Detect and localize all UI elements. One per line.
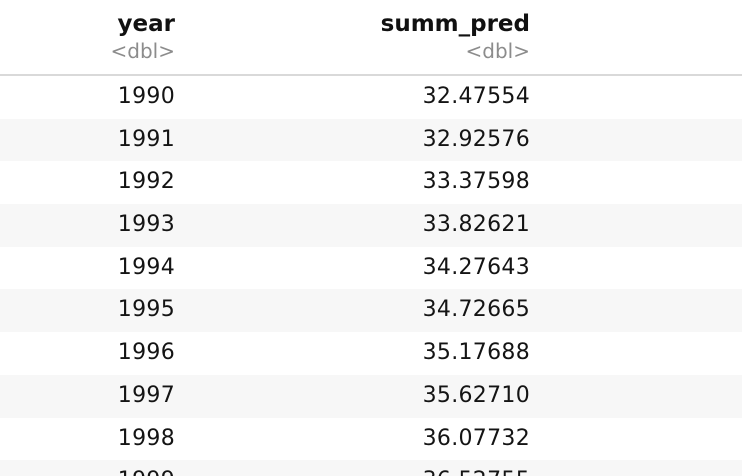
- cell-year: 1993: [117, 212, 175, 238]
- cell-year: 1996: [117, 340, 175, 366]
- table-row: 1990 32.47554: [0, 76, 742, 119]
- table-row: 1998 36.07732: [0, 418, 742, 461]
- table-row: 1995 34.72665: [0, 289, 742, 333]
- cell-summ-pred: 34.72665: [422, 297, 530, 323]
- cell-summ-pred: 32.47554: [422, 84, 530, 109]
- cell-year: 1997: [117, 382, 175, 408]
- column-header-summ-pred[interactable]: summ_pred: [380, 11, 530, 37]
- cell-year: 1999: [118, 460, 175, 476]
- cell-summ-pred: 36.07732: [422, 425, 530, 451]
- table-row: 1991 32.92576: [0, 118, 742, 162]
- cell-year: 1992: [117, 169, 175, 195]
- cell-summ-pred: 33.82621: [422, 212, 530, 238]
- cell-year: 1994: [117, 254, 175, 280]
- table-row: 1993 33.82621: [0, 204, 742, 247]
- table-row: 1994 34.27643: [0, 247, 742, 290]
- column-type-year: <dbl>: [110, 39, 175, 63]
- table-row: 1999 36.52755: [0, 460, 742, 476]
- cell-year: 1990: [117, 84, 175, 109]
- cell-summ-pred: 33.37598: [422, 169, 530, 195]
- table-row: 1996 35.17688: [0, 332, 742, 375]
- cell-summ-pred: 35.62710: [422, 382, 530, 408]
- table-row: 1992 33.37598: [0, 161, 742, 204]
- table-body: 1990 32.47554 1991 32.92576 1992 33.3759…: [0, 76, 742, 476]
- table-header: year <dbl> summ_pred <dbl>: [0, 0, 742, 76]
- column-type-summ-pred: <dbl>: [465, 39, 530, 63]
- header-divider: [0, 74, 742, 76]
- column-header-year[interactable]: year: [117, 11, 175, 37]
- cell-summ-pred: 35.17688: [422, 340, 530, 366]
- cell-year: 1995: [117, 297, 175, 323]
- cell-summ-pred: 32.92576: [422, 126, 530, 152]
- table-row: 1997 35.62710: [0, 374, 742, 418]
- cell-summ-pred: 36.52755: [423, 460, 530, 476]
- cell-year: 1998: [117, 425, 175, 451]
- cell-year: 1991: [117, 126, 175, 152]
- cell-summ-pred: 34.27643: [422, 254, 530, 280]
